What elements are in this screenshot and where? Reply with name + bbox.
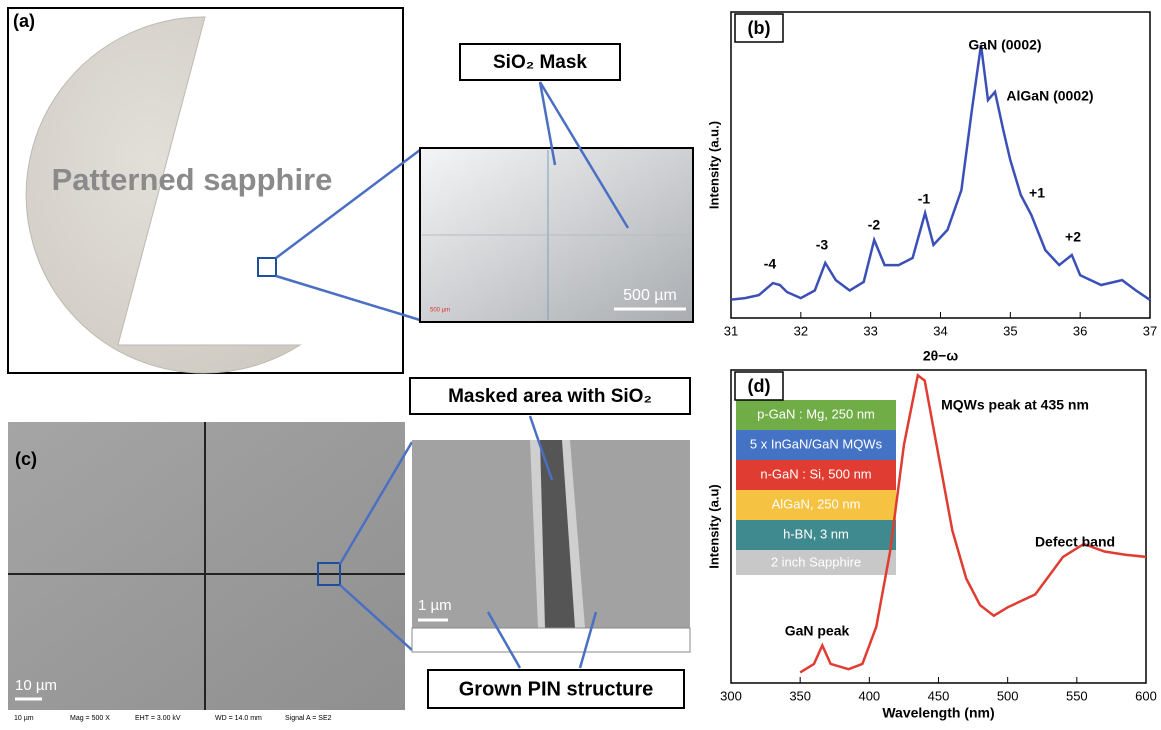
x-tick-label: 550 <box>1066 688 1088 703</box>
annotation: -1 <box>918 191 931 207</box>
sem-image <box>8 422 405 712</box>
layer-label: n-GaN : Si, 500 nm <box>760 466 871 481</box>
info-text: Mag = 500 X <box>70 715 110 722</box>
scale-bar-label: 10 µm <box>15 677 57 694</box>
annotation: -4 <box>764 256 777 272</box>
info-bar <box>8 710 405 725</box>
plot-frame <box>731 12 1150 318</box>
annotation: +2 <box>1065 229 1081 245</box>
page: { "panel_a": {"label": "(a)", "wafer_tex… <box>0 0 1161 725</box>
annotation: GaN (0002) <box>968 37 1041 53</box>
layer-label: h-BN, 3 nm <box>783 526 849 541</box>
x-tick-label: 350 <box>789 688 811 703</box>
scale-bar-label: 500 µm <box>623 287 677 304</box>
panel-c: (c) 10 µm 10 µm Mag = 500 X EHT = 3.00 k… <box>8 378 690 725</box>
layer-label: 5 x InGaN/GaN MQWs <box>750 436 883 451</box>
callout: Grown PIN structure <box>459 678 653 700</box>
x-tick-label: 500 <box>997 688 1019 703</box>
annotation: -3 <box>816 237 829 253</box>
x-axis-label: Wavelength (nm) <box>882 705 994 721</box>
layer-stack: p-GaN : Mg, 250 nm 5 x InGaN/GaN MQWs n-… <box>736 400 896 575</box>
x-tick-label: 600 <box>1135 688 1157 703</box>
annotation: GaN peak <box>785 623 850 639</box>
layer-label: 2 inch Sapphire <box>771 554 861 569</box>
x-tick-label: 31 <box>724 323 738 338</box>
wafer-text: Patterned sapphire <box>52 162 333 197</box>
x-tick-label: 400 <box>858 688 880 703</box>
x-tick-label: 34 <box>933 323 947 338</box>
panel-label: (d) <box>748 376 771 396</box>
panel-label: (c) <box>15 449 37 469</box>
x-tick-label: 35 <box>1003 323 1017 338</box>
panel-label: (a) <box>13 11 35 31</box>
panel-a: (a) Patterned sapphire 500 µm 500 µm SiO… <box>8 8 693 373</box>
layer-label: p-GaN : Mg, 250 nm <box>757 406 875 421</box>
annotation: +1 <box>1029 185 1045 201</box>
info-text: Signal A = SE2 <box>285 715 332 722</box>
y-axis-label: Intensity (a.u) <box>706 484 721 569</box>
panel-label: (b) <box>748 18 771 38</box>
y-axis-label: Intensity (a.u.) <box>706 121 721 209</box>
x-tick-label: 32 <box>794 323 808 338</box>
callout: SiO₂ Mask <box>493 52 587 73</box>
info-text: WD = 14.0 mm <box>215 715 262 722</box>
tiny-scale: 500 µm <box>430 308 450 314</box>
callout: Masked area with SiO₂ <box>448 386 652 407</box>
x-tick-label: 37 <box>1143 323 1157 338</box>
info-text: EHT = 3.00 kV <box>135 715 181 722</box>
annotation: Defect band <box>1035 534 1115 550</box>
annotation: MQWs peak at 435 nm <box>941 397 1089 413</box>
annotation: AlGaN (0002) <box>1006 88 1093 104</box>
annotation: -2 <box>868 217 881 233</box>
x-tick-label: 300 <box>720 688 742 703</box>
x-tick-label: 33 <box>863 323 877 338</box>
info-text: 10 µm <box>14 715 34 722</box>
x-tick-label: 36 <box>1073 323 1087 338</box>
layer-label: AlGaN, 250 nm <box>772 496 861 511</box>
x-tick-label: 450 <box>928 688 950 703</box>
data-line <box>731 45 1150 300</box>
scale-bar-label: 1 µm <box>418 597 452 614</box>
figure: (a) Patterned sapphire 500 µm 500 µm SiO… <box>0 0 1161 725</box>
x-axis-label: 2θ−ω <box>923 348 959 364</box>
info-bar <box>412 628 690 652</box>
